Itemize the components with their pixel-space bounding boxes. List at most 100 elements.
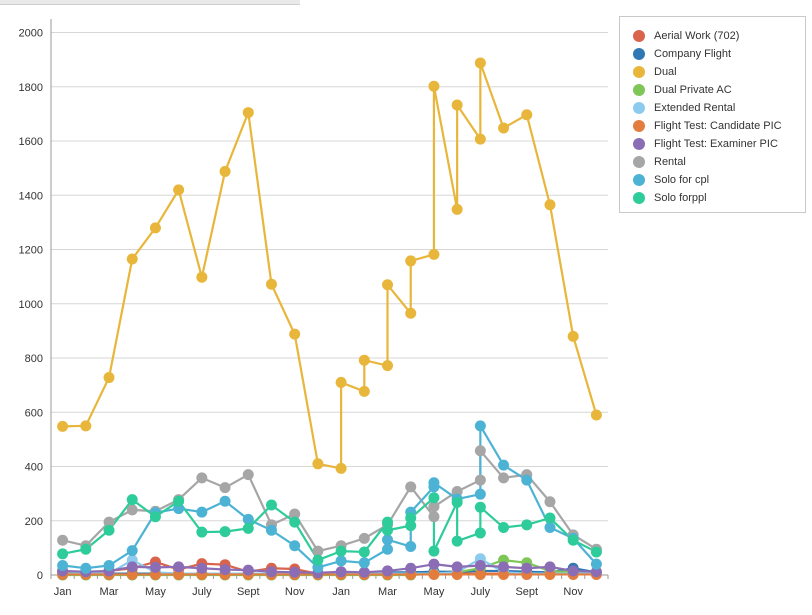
data-point <box>57 420 69 432</box>
legend-swatch <box>633 156 645 168</box>
data-point <box>219 526 231 538</box>
grid-layer <box>51 32 608 576</box>
data-point <box>428 568 440 580</box>
data-point <box>498 561 510 573</box>
data-point <box>219 165 231 177</box>
legend-item: Flight Test: Candidate PIC <box>633 117 805 135</box>
data-point <box>57 560 69 572</box>
data-point <box>80 420 92 432</box>
legend-swatch <box>633 174 645 186</box>
data-point <box>498 568 510 580</box>
data-point <box>382 360 394 372</box>
data-point <box>405 512 417 524</box>
data-point <box>521 109 533 121</box>
data-point <box>474 568 486 580</box>
data-point <box>149 511 161 523</box>
data-point <box>405 481 417 493</box>
y-tick-label: 1600 <box>19 136 43 148</box>
legend-item: Solo forppl <box>633 189 805 207</box>
data-point <box>474 560 486 572</box>
data-point <box>358 354 370 366</box>
data-point <box>242 513 254 525</box>
data-point <box>126 561 138 573</box>
data-point <box>149 561 161 573</box>
legend-label: Flight Test: Candidate PIC <box>654 120 782 132</box>
data-point <box>312 554 324 566</box>
x-tick-label: Sept <box>515 586 538 598</box>
data-point <box>126 545 138 557</box>
data-point <box>474 474 486 486</box>
x-tick-label: July <box>471 586 491 598</box>
legend-item: Dual <box>633 63 805 81</box>
data-point <box>312 545 324 557</box>
data-point <box>451 535 463 547</box>
data-point <box>219 564 231 576</box>
data-point <box>474 420 486 432</box>
data-point <box>521 562 533 574</box>
legend-label: Dual Private AC <box>654 84 732 96</box>
data-point <box>590 409 602 421</box>
legend-swatch <box>633 66 645 78</box>
data-point <box>126 504 138 516</box>
data-point <box>474 445 486 457</box>
x-tick-label: Mar <box>378 586 397 598</box>
x-tick-label: May <box>145 586 166 598</box>
data-point <box>498 472 510 484</box>
data-point <box>358 557 370 569</box>
data-point <box>265 524 277 536</box>
data-point <box>498 459 510 471</box>
data-point <box>405 255 417 267</box>
data-point <box>382 279 394 291</box>
legend-label: Dual <box>654 66 677 78</box>
legend-swatch <box>633 138 645 150</box>
data-point <box>405 307 417 319</box>
data-point <box>126 494 138 506</box>
data-point <box>289 516 301 528</box>
legend-swatch <box>633 84 645 96</box>
data-point <box>126 568 138 580</box>
data-point <box>567 330 579 342</box>
toolbar-strip <box>0 0 300 5</box>
legend-label: Rental <box>654 156 686 168</box>
data-point <box>103 560 115 572</box>
data-point <box>173 184 185 196</box>
data-point <box>219 495 231 507</box>
data-point <box>219 482 231 494</box>
legend-label: Solo for cpl <box>654 174 710 186</box>
data-point <box>451 568 463 580</box>
data-point <box>358 385 370 397</box>
legend-item: Dual Private AC <box>633 81 805 99</box>
data-point <box>126 253 138 265</box>
x-tick-label: Nov <box>563 586 583 598</box>
legend-label: Aerial Work (702) <box>654 30 740 42</box>
data-point <box>544 512 556 524</box>
data-point <box>265 499 277 511</box>
y-tick-label: 600 <box>25 407 43 419</box>
data-point <box>265 278 277 290</box>
data-point <box>567 565 579 577</box>
data-point <box>335 545 347 557</box>
axis-layer: 0 200 400 600 800 1000 1200 1400 1600 1800 2000 Jan… <box>19 19 609 598</box>
data-point <box>103 524 115 536</box>
data-point <box>498 122 510 134</box>
series-line-8 <box>62 424 598 570</box>
data-point <box>335 555 347 567</box>
data-point <box>382 534 394 546</box>
data-point <box>196 562 208 574</box>
legend-item: Flight Test: Examiner PIC <box>633 135 805 153</box>
data-point <box>382 543 394 555</box>
data-point <box>521 474 533 486</box>
data-point <box>80 543 92 555</box>
data-point <box>103 516 115 528</box>
x-tick-label: Nov <box>285 586 305 598</box>
x-tick-label: Jan <box>332 586 350 598</box>
y-tick-label: 1400 <box>19 190 43 202</box>
data-point <box>196 472 208 484</box>
data-point <box>358 546 370 558</box>
data-point <box>474 527 486 539</box>
data-point <box>428 558 440 570</box>
data-point <box>474 57 486 69</box>
data-point <box>382 565 394 577</box>
